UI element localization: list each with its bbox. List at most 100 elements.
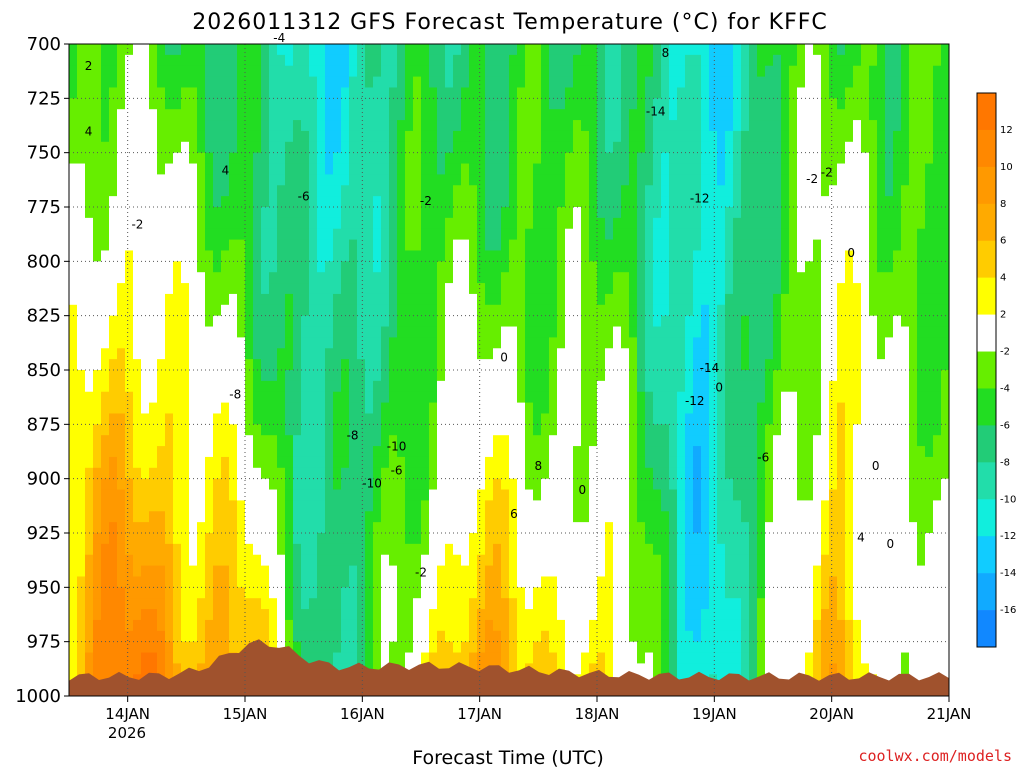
field-cell: [301, 511, 310, 523]
field-cell: [165, 543, 174, 556]
field-cell: [621, 261, 630, 273]
field-cell: [269, 554, 278, 567]
field-cell: [669, 522, 678, 534]
field-cell: [477, 163, 486, 175]
field-cell: [677, 359, 686, 371]
field-cell: [285, 456, 294, 469]
field-cell: [149, 554, 158, 567]
field-cell: [629, 652, 638, 664]
field-cell: [549, 446, 558, 458]
field-cell: [509, 326, 518, 338]
field-cell: [669, 272, 678, 284]
field-cell: [117, 141, 126, 154]
field-cell: [277, 500, 286, 512]
field-cell: [589, 609, 598, 621]
field-cell: [277, 130, 286, 143]
field-cell: [709, 65, 718, 78]
field-cell: [493, 109, 502, 121]
field-cell: [109, 533, 118, 545]
field-cell: [669, 609, 678, 621]
field-cell: [125, 543, 134, 556]
field-cell: [533, 500, 542, 512]
field-cell: [493, 533, 502, 545]
field-cell: [693, 304, 702, 317]
field-cell: [77, 261, 86, 273]
field-cell: [701, 619, 710, 632]
field-cell: [573, 76, 582, 89]
field-cell: [501, 239, 510, 252]
field-cell: [101, 293, 110, 306]
field-cell: [453, 456, 462, 469]
field-cell: [533, 576, 542, 588]
field-cell: [573, 348, 582, 360]
field-cell: [285, 587, 294, 599]
field-cell: [517, 565, 526, 578]
field-cell: [501, 348, 510, 360]
field-cell: [437, 65, 446, 78]
field-cell: [717, 76, 726, 89]
field-cell: [437, 359, 446, 371]
field-cell: [677, 500, 686, 512]
field-cell: [85, 326, 94, 338]
field-cell: [373, 554, 382, 567]
field-cell: [229, 130, 238, 143]
field-cell: [341, 402, 350, 415]
field-cell: [357, 413, 366, 425]
field-cell: [693, 533, 702, 545]
field-cell: [365, 619, 374, 632]
field-cell: [597, 337, 606, 349]
field-cell: [181, 163, 190, 175]
field-cell: [693, 185, 702, 197]
field-cell: [725, 522, 734, 534]
field-cell: [117, 641, 126, 654]
field-cell: [309, 456, 318, 469]
field-cell: [485, 587, 494, 599]
field-cell: [213, 109, 222, 121]
field-cell: [69, 65, 78, 78]
field-cell: [133, 619, 142, 632]
field-cell: [133, 207, 142, 219]
field-cell: [293, 304, 302, 317]
field-cell: [573, 207, 582, 219]
field-cell: [541, 500, 550, 512]
field-cell: [645, 543, 654, 556]
field-cell: [413, 587, 422, 599]
field-cell: [709, 337, 718, 349]
field-cell: [597, 174, 606, 186]
field-cell: [205, 196, 214, 208]
field-cell: [205, 250, 214, 262]
field-cell: [677, 109, 686, 121]
field-cell: [621, 250, 630, 262]
field-cell: [101, 424, 110, 436]
field-cell: [629, 543, 638, 556]
field-cell: [709, 630, 718, 643]
field-cell: [205, 630, 214, 643]
field-cell: [453, 261, 462, 273]
field-cell: [333, 641, 342, 654]
field-cell: [725, 54, 734, 67]
field-cell: [325, 641, 334, 654]
field-cell: [165, 533, 174, 545]
field-cell: [309, 120, 318, 132]
field-cell: [173, 196, 182, 208]
field-cell: [501, 467, 510, 480]
field-cell: [493, 196, 502, 208]
field-cell: [205, 522, 214, 534]
field-cell: [85, 609, 94, 621]
field-cell: [685, 609, 694, 621]
field-cell: [453, 500, 462, 512]
field-cell: [453, 467, 462, 480]
field-cell: [277, 76, 286, 89]
field-cell: [693, 283, 702, 295]
field-cell: [205, 511, 214, 523]
field-cell: [309, 293, 318, 306]
field-cell: [477, 283, 486, 295]
field-cell: [581, 87, 590, 99]
field-cell: [181, 348, 190, 360]
field-cell: [565, 141, 574, 154]
field-cell: [669, 163, 678, 175]
field-cell: [157, 304, 166, 317]
field-cell: [573, 641, 582, 654]
field-cell: [93, 185, 102, 197]
field-cell: [533, 315, 542, 328]
